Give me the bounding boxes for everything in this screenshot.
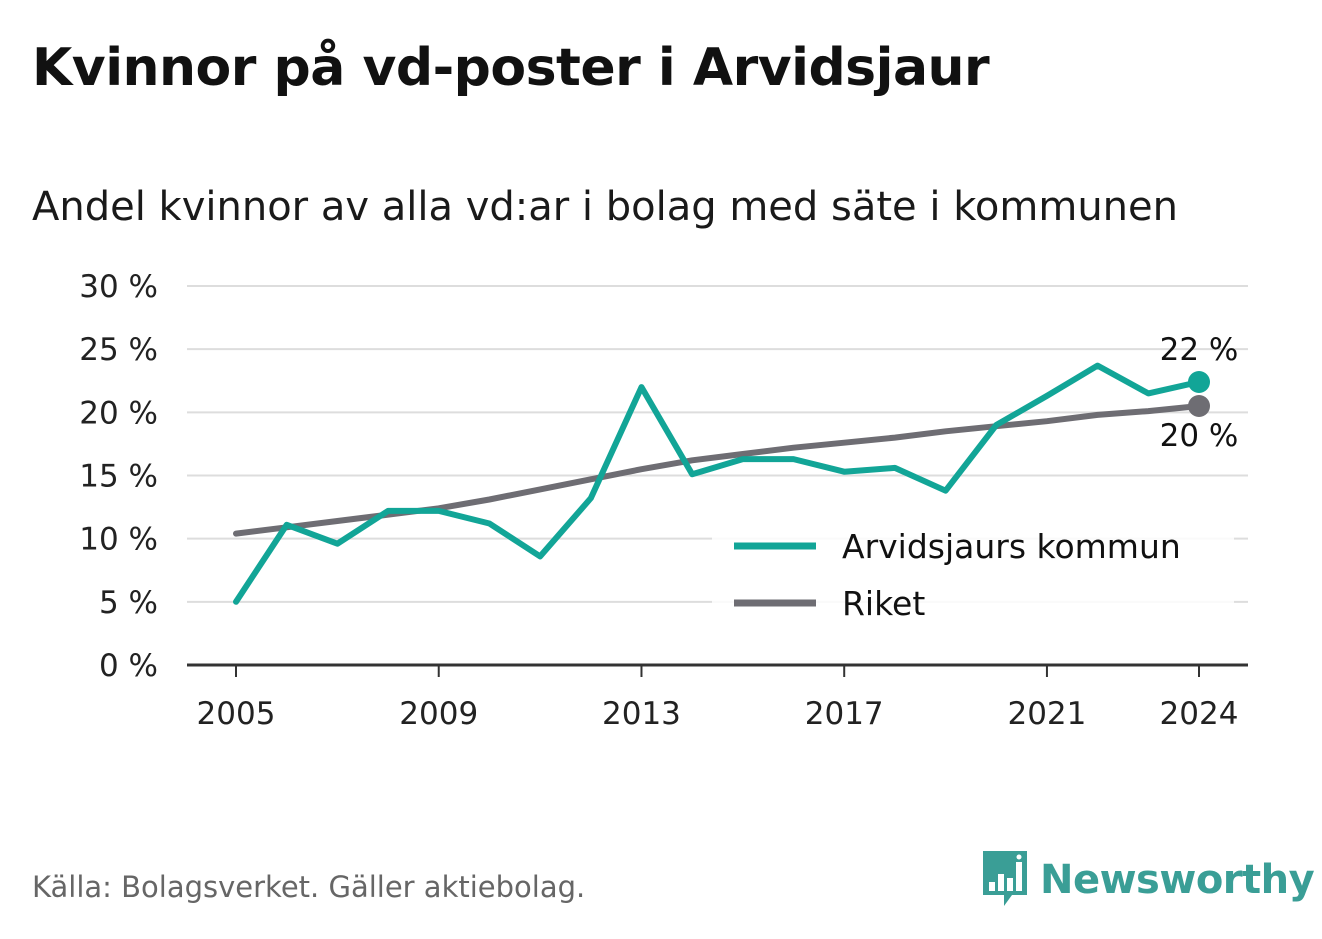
y-axis-tick-labels: 0 % 5 % 10 % 15 % 20 % 25 % 30 % [79, 269, 158, 684]
y-tick-label: 10 % [79, 522, 158, 558]
series-end-point [1188, 371, 1210, 394]
series-end-point [1188, 395, 1210, 418]
series-line [233, 362, 1202, 605]
legend-label: Riket [842, 584, 925, 623]
x-axis-tick-labels: 2005 2009 2013 2017 2021 2024 [197, 696, 1239, 732]
y-tick-label: 0 % [99, 648, 158, 684]
y-tick-label: 5 % [99, 585, 158, 621]
end-value-label: 22 % [1160, 332, 1239, 368]
end-value-label: 20 % [1160, 418, 1239, 454]
chart-title: Kvinnor på vd-poster i Arvidsjaur [32, 38, 990, 98]
x-tick-label: 2021 [1007, 696, 1086, 732]
bar-chart-speech-bubble-icon [980, 848, 1030, 912]
source-note: Källa: Bolagsverket. Gäller aktiebolag. [32, 870, 586, 904]
legend-background [712, 516, 1234, 634]
brand-name: Newsworthy [1040, 857, 1315, 903]
x-tick-label: 2013 [602, 696, 681, 732]
y-tick-label: 25 % [79, 332, 158, 368]
x-tick-label: 2017 [805, 696, 884, 732]
x-tick-label: 2024 [1160, 696, 1239, 732]
chart-subtitle: Andel kvinnor av alla vd:ar i bolag med … [32, 184, 1178, 230]
newsworthy-logo: Newsworthy [980, 848, 1315, 912]
x-tick-label: 2005 [197, 696, 276, 732]
legend-label: Arvidsjaurs kommun [842, 527, 1181, 566]
x-axis [187, 663, 1248, 677]
y-tick-label: 30 % [79, 269, 158, 305]
legend: Arvidsjaurs kommun Riket [712, 516, 1234, 634]
end-labels: 22 % 20 % [1160, 332, 1239, 454]
series-lines [233, 362, 1210, 605]
y-tick-label: 20 % [79, 395, 158, 431]
x-tick-label: 2009 [399, 696, 478, 732]
y-tick-label: 15 % [79, 459, 158, 495]
